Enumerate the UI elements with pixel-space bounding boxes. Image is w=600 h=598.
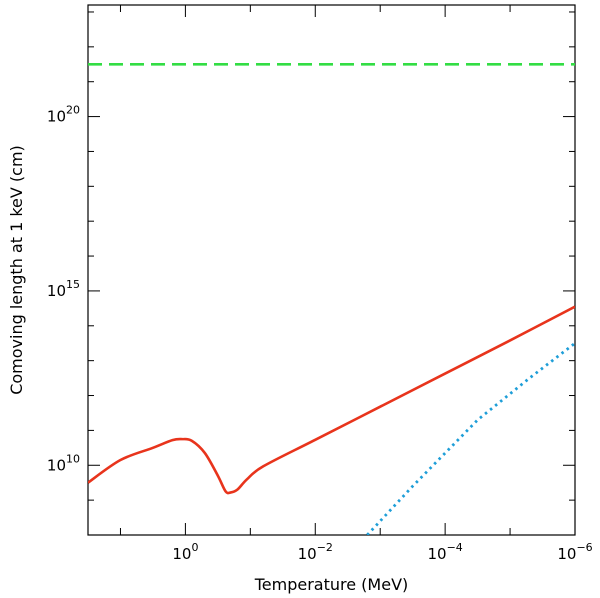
y-axis-label: Comoving length at 1 keV (cm)	[7, 145, 26, 395]
x-tick-label: 100	[172, 541, 198, 563]
x-tick-label: 10−2	[298, 541, 333, 563]
x-axis-label: Temperature (MeV)	[254, 575, 409, 594]
series-group	[88, 62, 575, 535]
y-tick-label: 1015	[47, 278, 80, 300]
axis-ticks	[88, 5, 576, 536]
plot-frame	[87, 4, 576, 536]
x-tick-label: 10−4	[427, 541, 462, 563]
y-tick-label: 1020	[47, 104, 80, 126]
series-blue-dotted	[366, 342, 575, 535]
x-tick-label: 10−6	[557, 541, 592, 563]
y-tick-label: 1010	[47, 452, 80, 474]
tick-labels: 100 10−2 10−4 10−6 1010 1015 1020	[47, 104, 593, 563]
series-red-solid	[88, 305, 575, 495]
